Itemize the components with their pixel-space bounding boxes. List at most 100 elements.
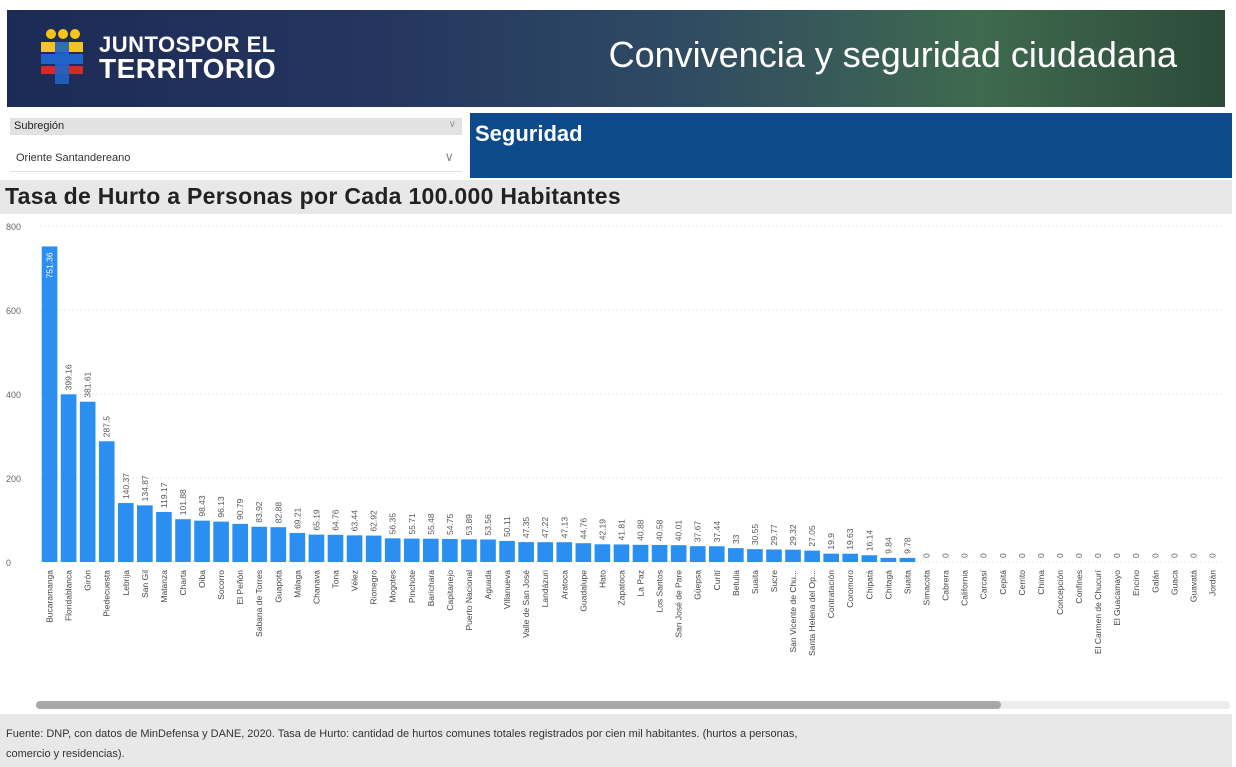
bar[interactable] bbox=[594, 544, 611, 562]
data-label: 29.32 bbox=[788, 524, 798, 546]
subregion-dropdown[interactable]: Oriente Santandereano ∨ bbox=[10, 144, 462, 172]
data-label: 134.87 bbox=[140, 475, 150, 501]
bar[interactable] bbox=[480, 539, 496, 562]
bar[interactable] bbox=[899, 557, 916, 562]
bar[interactable] bbox=[137, 505, 153, 562]
scrollbar-thumb[interactable] bbox=[36, 701, 1001, 709]
bar[interactable] bbox=[804, 550, 820, 562]
data-label: 98.43 bbox=[197, 495, 207, 517]
x-tick-label: Santa Helena del Op... bbox=[807, 570, 817, 656]
subregion-filter-header[interactable]: Subregión ∨ bbox=[10, 118, 462, 135]
x-tick-label: Floridablanca bbox=[64, 570, 74, 621]
bar[interactable] bbox=[308, 534, 325, 562]
bar[interactable] bbox=[346, 535, 363, 562]
bar[interactable] bbox=[98, 441, 115, 562]
chart-title: Tasa de Hurto a Personas por Cada 100.00… bbox=[5, 183, 621, 209]
bar[interactable] bbox=[632, 544, 649, 562]
bar[interactable] bbox=[384, 538, 401, 562]
bar[interactable] bbox=[156, 511, 172, 562]
data-label: 53.89 bbox=[464, 514, 474, 536]
data-label: 55.48 bbox=[426, 513, 436, 535]
data-label: 0 bbox=[979, 553, 989, 558]
x-tick-label: Coromoro bbox=[845, 570, 855, 608]
data-label: 69.21 bbox=[292, 507, 302, 529]
bar[interactable] bbox=[232, 523, 248, 562]
x-tick-label: Rionegro bbox=[369, 570, 379, 605]
y-tick-label: 0 bbox=[6, 558, 11, 568]
data-label: 19.9 bbox=[826, 533, 836, 550]
bar[interactable] bbox=[41, 246, 58, 562]
bar[interactable] bbox=[766, 549, 782, 562]
data-label: 0 bbox=[998, 553, 1008, 558]
bar[interactable] bbox=[442, 539, 458, 562]
chevron-down-icon[interactable]: ∨ bbox=[444, 149, 454, 164]
bar[interactable] bbox=[403, 538, 420, 562]
x-tick-label: La Paz bbox=[636, 570, 646, 596]
x-tick-label: Suaita bbox=[902, 570, 912, 594]
data-label: 0 bbox=[1169, 553, 1179, 558]
chart-title-bar: Tasa de Hurto a Personas por Cada 100.00… bbox=[0, 180, 1232, 214]
x-tick-label: Tona bbox=[331, 570, 341, 589]
source-note: Fuente: DNP, con datos de MinDefensa y D… bbox=[6, 728, 798, 760]
bar[interactable] bbox=[689, 546, 706, 562]
data-label: 63.44 bbox=[350, 510, 360, 532]
x-tick-label: Carcasí bbox=[979, 569, 989, 599]
bar[interactable] bbox=[270, 527, 287, 562]
bar[interactable] bbox=[842, 553, 859, 562]
bar[interactable] bbox=[708, 546, 725, 562]
x-tick-label: Encino bbox=[1131, 570, 1141, 596]
x-tick-label: Málaga bbox=[292, 570, 302, 598]
data-label: 64.76 bbox=[331, 509, 341, 531]
bar[interactable] bbox=[213, 521, 229, 562]
bar[interactable] bbox=[79, 401, 96, 562]
x-tick-label: Barichara bbox=[426, 570, 436, 607]
x-tick-label: Güepsa bbox=[693, 570, 703, 600]
bar[interactable] bbox=[251, 526, 268, 562]
bar[interactable] bbox=[651, 544, 668, 562]
data-label: 40.88 bbox=[636, 519, 646, 541]
bar[interactable] bbox=[823, 553, 839, 562]
x-tick-label: Chipatá bbox=[864, 570, 874, 600]
x-tick-label: Galán bbox=[1150, 570, 1160, 593]
bar[interactable] bbox=[461, 539, 477, 562]
bar[interactable] bbox=[289, 532, 306, 562]
data-label: 9.84 bbox=[883, 537, 893, 554]
bar[interactable] bbox=[60, 394, 77, 562]
bar[interactable] bbox=[861, 555, 878, 562]
section-title: Seguridad bbox=[475, 121, 583, 146]
horizontal-scrollbar[interactable] bbox=[36, 701, 1230, 709]
bar[interactable] bbox=[880, 557, 897, 562]
data-label: 96.13 bbox=[216, 496, 226, 518]
bar[interactable] bbox=[327, 534, 344, 562]
bar[interactable] bbox=[785, 549, 801, 562]
data-label: 381.61 bbox=[83, 371, 93, 397]
bar[interactable] bbox=[175, 519, 191, 562]
bar[interactable] bbox=[537, 542, 554, 562]
x-tick-label: Piedecuesta bbox=[102, 570, 112, 617]
bar[interactable] bbox=[728, 548, 744, 562]
bar[interactable] bbox=[518, 542, 534, 562]
x-tick-label: Zapatoca bbox=[616, 570, 626, 606]
x-tick-label: Contratación bbox=[826, 570, 836, 618]
bar[interactable] bbox=[613, 544, 630, 562]
chevron-down-icon[interactable]: ∨ bbox=[448, 119, 456, 130]
bar[interactable] bbox=[194, 520, 210, 562]
x-tick-label: Jordán bbox=[1207, 570, 1217, 596]
data-label: 40.01 bbox=[674, 520, 684, 542]
bar[interactable] bbox=[747, 549, 763, 562]
bar[interactable] bbox=[556, 542, 573, 562]
bar[interactable] bbox=[670, 545, 687, 562]
bar[interactable] bbox=[575, 543, 592, 562]
bar[interactable] bbox=[499, 540, 515, 562]
x-tick-label: Guapotá bbox=[273, 570, 283, 603]
x-tick-label: Sucre bbox=[769, 570, 779, 592]
data-label: 0 bbox=[1131, 553, 1141, 558]
data-label: 0 bbox=[1055, 553, 1065, 558]
x-tick-label: Guaca bbox=[1169, 570, 1179, 595]
bar[interactable] bbox=[423, 538, 439, 562]
data-label: 399.16 bbox=[64, 364, 74, 390]
data-label: 83.92 bbox=[254, 501, 264, 523]
data-label: 0 bbox=[1017, 553, 1027, 558]
bar[interactable] bbox=[365, 535, 382, 562]
bar[interactable] bbox=[117, 503, 134, 562]
